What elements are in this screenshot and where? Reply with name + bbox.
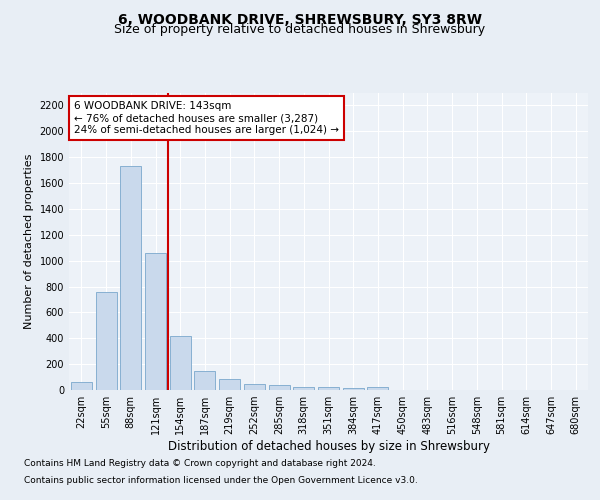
Bar — [318, 388, 339, 390]
X-axis label: Distribution of detached houses by size in Shrewsbury: Distribution of detached houses by size … — [167, 440, 490, 453]
Bar — [145, 253, 166, 390]
Bar — [120, 166, 141, 390]
Bar — [194, 370, 215, 390]
Bar — [95, 292, 116, 390]
Bar — [269, 386, 290, 390]
Bar — [343, 388, 364, 390]
Bar — [244, 384, 265, 390]
Bar — [71, 382, 92, 390]
Bar — [367, 388, 388, 390]
Bar — [293, 387, 314, 390]
Text: Contains HM Land Registry data © Crown copyright and database right 2024.: Contains HM Land Registry data © Crown c… — [24, 458, 376, 468]
Bar — [170, 336, 191, 390]
Y-axis label: Number of detached properties: Number of detached properties — [24, 154, 34, 329]
Text: 6 WOODBANK DRIVE: 143sqm
← 76% of detached houses are smaller (3,287)
24% of sem: 6 WOODBANK DRIVE: 143sqm ← 76% of detach… — [74, 102, 339, 134]
Text: 6, WOODBANK DRIVE, SHREWSBURY, SY3 8RW: 6, WOODBANK DRIVE, SHREWSBURY, SY3 8RW — [118, 12, 482, 26]
Bar — [219, 379, 240, 390]
Text: Contains public sector information licensed under the Open Government Licence v3: Contains public sector information licen… — [24, 476, 418, 485]
Text: Size of property relative to detached houses in Shrewsbury: Size of property relative to detached ho… — [115, 22, 485, 36]
